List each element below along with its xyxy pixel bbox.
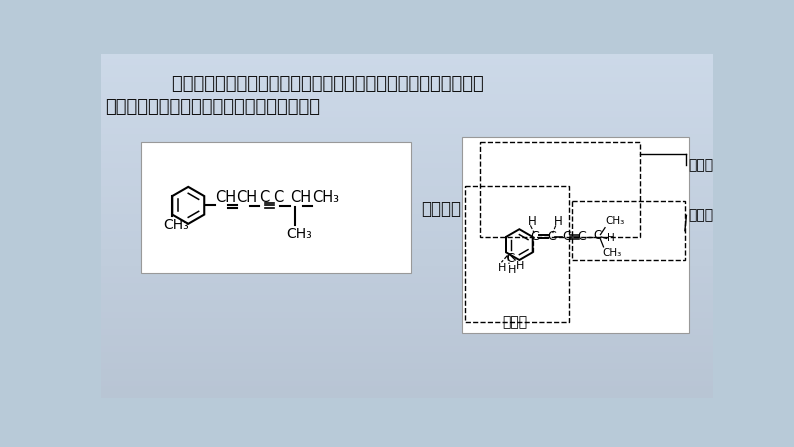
Bar bbox=[102, 226, 713, 232]
Text: C: C bbox=[547, 230, 556, 244]
Text: H: H bbox=[554, 215, 563, 228]
Bar bbox=[102, 277, 713, 284]
Text: CH₃: CH₃ bbox=[605, 216, 624, 226]
Bar bbox=[102, 289, 713, 295]
Text: CH: CH bbox=[215, 190, 236, 205]
Bar bbox=[102, 283, 713, 290]
Bar bbox=[102, 317, 713, 324]
Bar bbox=[102, 65, 713, 72]
Bar bbox=[102, 197, 713, 203]
Bar bbox=[102, 134, 713, 140]
Bar bbox=[102, 169, 713, 175]
Bar bbox=[102, 260, 713, 267]
Bar bbox=[102, 94, 713, 100]
Bar bbox=[102, 363, 713, 370]
Bar bbox=[102, 54, 713, 60]
Bar bbox=[102, 76, 713, 83]
Bar bbox=[102, 232, 713, 238]
Bar bbox=[102, 139, 713, 146]
Bar bbox=[102, 323, 713, 330]
Bar bbox=[102, 352, 713, 358]
Text: 可以碳碳双键为中心，向四周延展。如有机物: 可以碳碳双键为中心，向四周延展。如有机物 bbox=[105, 98, 320, 116]
Text: C: C bbox=[507, 252, 515, 265]
Bar bbox=[102, 249, 713, 255]
Bar bbox=[102, 88, 713, 95]
Bar bbox=[102, 208, 713, 215]
Bar bbox=[102, 392, 713, 399]
Text: CH: CH bbox=[290, 190, 310, 205]
Bar bbox=[102, 329, 713, 336]
Bar bbox=[102, 128, 713, 135]
Text: 可转化为: 可转化为 bbox=[421, 200, 461, 218]
Text: C: C bbox=[259, 190, 269, 205]
Text: H: H bbox=[499, 263, 507, 273]
Text: H: H bbox=[516, 261, 524, 271]
Bar bbox=[102, 300, 713, 307]
Bar bbox=[102, 295, 713, 301]
Bar bbox=[102, 203, 713, 209]
Bar bbox=[102, 243, 713, 249]
Text: CH: CH bbox=[237, 190, 258, 205]
Bar bbox=[102, 346, 713, 353]
Bar bbox=[102, 254, 713, 261]
Bar bbox=[102, 341, 713, 347]
Text: C: C bbox=[562, 230, 571, 244]
Bar bbox=[102, 122, 713, 129]
Bar bbox=[102, 59, 713, 66]
Bar bbox=[102, 358, 713, 364]
Bar bbox=[141, 142, 410, 273]
Bar bbox=[461, 137, 688, 333]
Bar bbox=[102, 157, 713, 164]
Text: H: H bbox=[507, 266, 516, 275]
Bar bbox=[102, 369, 713, 375]
Bar bbox=[102, 375, 713, 381]
Bar bbox=[102, 312, 713, 318]
Bar bbox=[102, 100, 713, 106]
Bar bbox=[102, 386, 713, 393]
Bar bbox=[102, 117, 713, 123]
Bar bbox=[102, 186, 713, 192]
Bar bbox=[102, 266, 713, 272]
Text: CH₃: CH₃ bbox=[312, 190, 339, 205]
Bar bbox=[102, 380, 713, 387]
Bar bbox=[102, 151, 713, 158]
Bar bbox=[102, 105, 713, 112]
Text: C: C bbox=[274, 190, 283, 205]
Text: 炔直线: 炔直线 bbox=[688, 208, 713, 222]
Text: H: H bbox=[607, 233, 615, 243]
Text: C: C bbox=[577, 230, 586, 244]
Bar bbox=[102, 220, 713, 227]
Bar bbox=[102, 174, 713, 181]
Bar bbox=[102, 71, 713, 77]
Bar bbox=[102, 272, 713, 278]
Text: 苯平面: 苯平面 bbox=[502, 316, 527, 329]
Text: C: C bbox=[530, 230, 539, 244]
Bar bbox=[102, 214, 713, 221]
Text: 烯平面: 烯平面 bbox=[688, 158, 713, 172]
Text: CH₃: CH₃ bbox=[286, 227, 311, 241]
Text: H: H bbox=[528, 215, 537, 228]
Bar bbox=[102, 237, 713, 244]
Bar bbox=[102, 82, 713, 89]
Bar bbox=[102, 306, 713, 312]
Bar bbox=[102, 191, 713, 198]
Text: CH₃: CH₃ bbox=[163, 218, 189, 232]
Bar bbox=[102, 145, 713, 152]
Bar bbox=[102, 335, 713, 341]
Bar bbox=[102, 163, 713, 169]
Text: CH₃: CH₃ bbox=[602, 249, 621, 258]
Bar bbox=[102, 180, 713, 186]
Bar bbox=[102, 111, 713, 118]
Text: 规律方法：有机物结构中含有碳碳双键，判断原子共线或共面时，: 规律方法：有机物结构中含有碳碳双键，判断原子共线或共面时， bbox=[148, 75, 484, 93]
Text: C: C bbox=[593, 229, 602, 242]
